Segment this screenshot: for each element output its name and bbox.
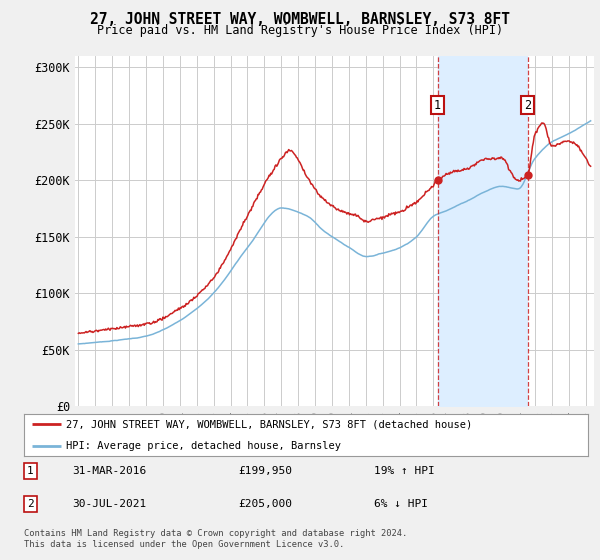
Text: HPI: Average price, detached house, Barnsley: HPI: Average price, detached house, Barn…	[66, 441, 341, 451]
Text: Contains HM Land Registry data © Crown copyright and database right 2024.
This d: Contains HM Land Registry data © Crown c…	[24, 529, 407, 549]
Text: 6% ↓ HPI: 6% ↓ HPI	[374, 500, 428, 509]
Text: 30-JUL-2021: 30-JUL-2021	[72, 500, 146, 509]
Text: 27, JOHN STREET WAY, WOMBWELL, BARNSLEY, S73 8FT (detached house): 27, JOHN STREET WAY, WOMBWELL, BARNSLEY,…	[66, 419, 473, 430]
Text: 31-MAR-2016: 31-MAR-2016	[72, 466, 146, 476]
Text: 1: 1	[434, 99, 441, 111]
Text: £205,000: £205,000	[238, 500, 292, 509]
Text: £199,950: £199,950	[238, 466, 292, 476]
Text: 2: 2	[524, 99, 531, 111]
Text: 27, JOHN STREET WAY, WOMBWELL, BARNSLEY, S73 8FT: 27, JOHN STREET WAY, WOMBWELL, BARNSLEY,…	[90, 12, 510, 27]
Text: 2: 2	[27, 500, 34, 509]
Text: Price paid vs. HM Land Registry's House Price Index (HPI): Price paid vs. HM Land Registry's House …	[97, 24, 503, 37]
Text: 1: 1	[27, 466, 34, 476]
Text: 19% ↑ HPI: 19% ↑ HPI	[374, 466, 434, 476]
